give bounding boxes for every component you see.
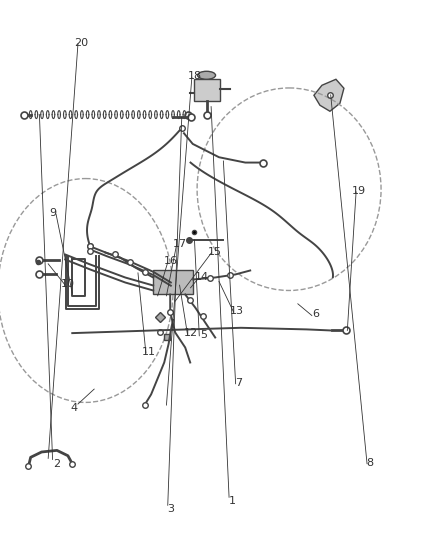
Polygon shape bbox=[194, 79, 219, 101]
Text: 19: 19 bbox=[352, 186, 366, 196]
Text: 7: 7 bbox=[235, 378, 242, 387]
Text: 20: 20 bbox=[74, 38, 88, 47]
Text: 18: 18 bbox=[188, 71, 202, 81]
Text: 3: 3 bbox=[167, 504, 174, 514]
Polygon shape bbox=[314, 79, 344, 111]
Text: 13: 13 bbox=[230, 306, 244, 316]
Text: 4: 4 bbox=[71, 403, 78, 413]
Text: 8: 8 bbox=[367, 458, 374, 467]
Text: 12: 12 bbox=[184, 328, 198, 338]
Text: 1: 1 bbox=[229, 496, 236, 506]
Ellipse shape bbox=[198, 71, 215, 79]
Text: 10: 10 bbox=[61, 279, 75, 288]
Text: 5: 5 bbox=[200, 330, 207, 340]
Text: 9: 9 bbox=[49, 208, 56, 218]
Polygon shape bbox=[153, 270, 193, 295]
Text: 2: 2 bbox=[53, 459, 60, 469]
Text: 6: 6 bbox=[312, 310, 319, 319]
Text: 11: 11 bbox=[142, 347, 156, 357]
Text: 14: 14 bbox=[194, 272, 208, 282]
Text: 15: 15 bbox=[208, 247, 222, 256]
Text: 16: 16 bbox=[164, 256, 178, 266]
Text: 17: 17 bbox=[173, 239, 187, 249]
